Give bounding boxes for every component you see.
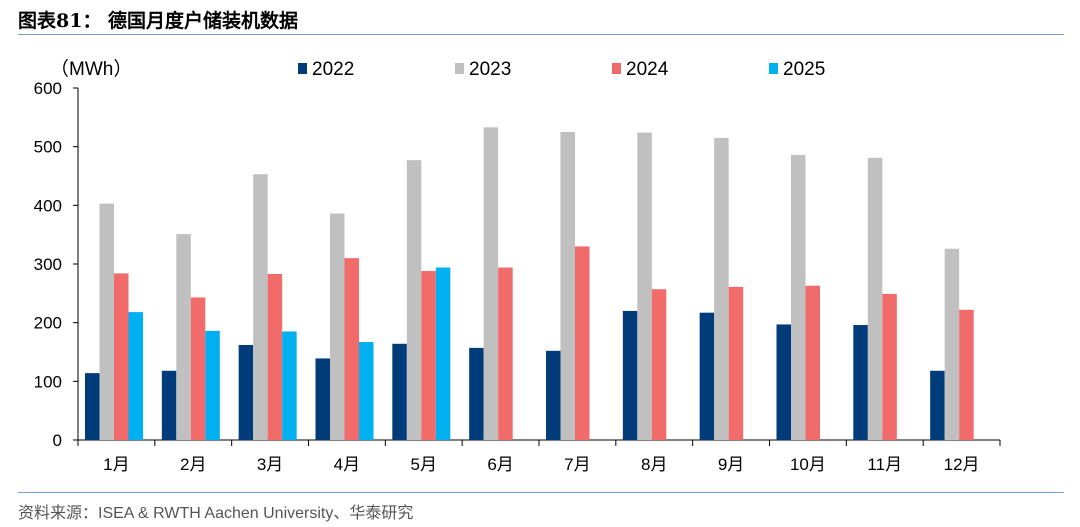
bar-2022-7 xyxy=(546,350,561,440)
bar-2024-8 xyxy=(651,289,667,440)
legend-label-2022: 2022 xyxy=(312,59,354,80)
bar-2023-12 xyxy=(944,248,960,440)
y-tick-label: 100 xyxy=(34,372,62,391)
x-tick-label: 6月 xyxy=(487,455,513,474)
bar-2022-11 xyxy=(853,325,868,440)
bar-2022-5 xyxy=(392,343,407,440)
x-tick-label: 2月 xyxy=(180,455,206,474)
bar-2023-2 xyxy=(176,234,191,440)
x-tick-label: 9月 xyxy=(718,455,744,474)
bar-2023-8 xyxy=(637,132,652,440)
y-tick-label: 200 xyxy=(34,314,62,333)
legend-swatch-2023 xyxy=(455,63,464,74)
bar-2022-9 xyxy=(699,312,715,440)
bar-2024-10 xyxy=(805,285,820,440)
x-tick-label: 7月 xyxy=(564,455,590,474)
bar-2022-4 xyxy=(315,358,330,440)
bar-2022-2 xyxy=(161,370,177,440)
bar-2023-3 xyxy=(253,174,268,441)
bar-2023-9 xyxy=(714,137,729,440)
x-tick-label: 1月 xyxy=(103,455,129,474)
bar-2023-5 xyxy=(406,160,422,440)
bar-2023-7 xyxy=(560,132,575,440)
axes: 0 100 200 300 400 500 600 1月 2月 3月 4月 5月 6月 7月 8月 9月 10月… xyxy=(34,79,1001,474)
y-tick-label: 600 xyxy=(34,79,62,98)
y-tick-label: 500 xyxy=(34,138,62,157)
x-tick-label: 4月 xyxy=(334,455,360,474)
bar-2024-5 xyxy=(421,271,436,440)
bar-2025-5 xyxy=(435,267,451,440)
x-tick-label: 11月 xyxy=(867,455,902,474)
bar-2023-1 xyxy=(99,203,114,440)
bar-2025-1 xyxy=(128,312,143,440)
bar-2025-3 xyxy=(282,331,297,440)
bar-2023-4 xyxy=(330,213,345,440)
bar-2022-1 xyxy=(85,373,100,440)
bar-2024-3 xyxy=(267,273,283,440)
bar-2025-4 xyxy=(359,342,374,440)
bar-2024-2 xyxy=(190,297,206,440)
bar-2024-6 xyxy=(498,267,513,440)
top-divider xyxy=(18,34,1064,35)
bar-2023-10 xyxy=(791,154,806,440)
x-tick-label: 10月 xyxy=(790,455,826,474)
y-tick-label: 0 xyxy=(53,431,62,450)
bottom-divider xyxy=(18,492,1064,493)
bar-2024-4 xyxy=(344,258,359,440)
source-note: 资料来源：ISEA & RWTH Aachen University、华泰研究 xyxy=(18,505,414,522)
legend-label-2024: 2024 xyxy=(626,59,669,80)
bar-2023-6 xyxy=(483,127,499,440)
bar-2024-1 xyxy=(114,273,129,440)
x-tick-label: 3月 xyxy=(257,455,283,474)
legend-swatch-2024 xyxy=(612,63,621,74)
bar-2024-11 xyxy=(882,293,897,440)
bar-2024-9 xyxy=(728,286,744,440)
bar-2022-12 xyxy=(930,370,945,440)
y-tick-label: 300 xyxy=(34,255,62,274)
x-tick-label: 5月 xyxy=(411,455,437,474)
legend-label-2025: 2025 xyxy=(783,59,825,80)
legend-swatch-2025 xyxy=(769,63,778,74)
bar-2022-10 xyxy=(776,324,791,440)
x-tick-label: 8月 xyxy=(641,455,667,474)
bar-2024-7 xyxy=(575,246,590,440)
legend: 2022 2023 2024 2025 xyxy=(298,59,825,80)
x-tick-label: 12月 xyxy=(944,455,980,474)
legend-label-2023: 2023 xyxy=(469,59,511,80)
legend-swatch-2022 xyxy=(298,63,307,74)
bar-2023-11 xyxy=(867,157,883,440)
y-tick-label: 400 xyxy=(34,196,62,215)
bar-2022-3 xyxy=(238,344,254,440)
bar-2022-8 xyxy=(622,310,638,440)
bars xyxy=(85,127,974,441)
bar-2024-12 xyxy=(959,309,974,440)
figure-title: 图表81： 德国月度户储装机数据 xyxy=(18,10,299,32)
bar-2025-2 xyxy=(205,330,220,440)
y-axis-unit-label: （MWh） xyxy=(50,58,132,80)
bar-2022-6 xyxy=(469,347,484,440)
